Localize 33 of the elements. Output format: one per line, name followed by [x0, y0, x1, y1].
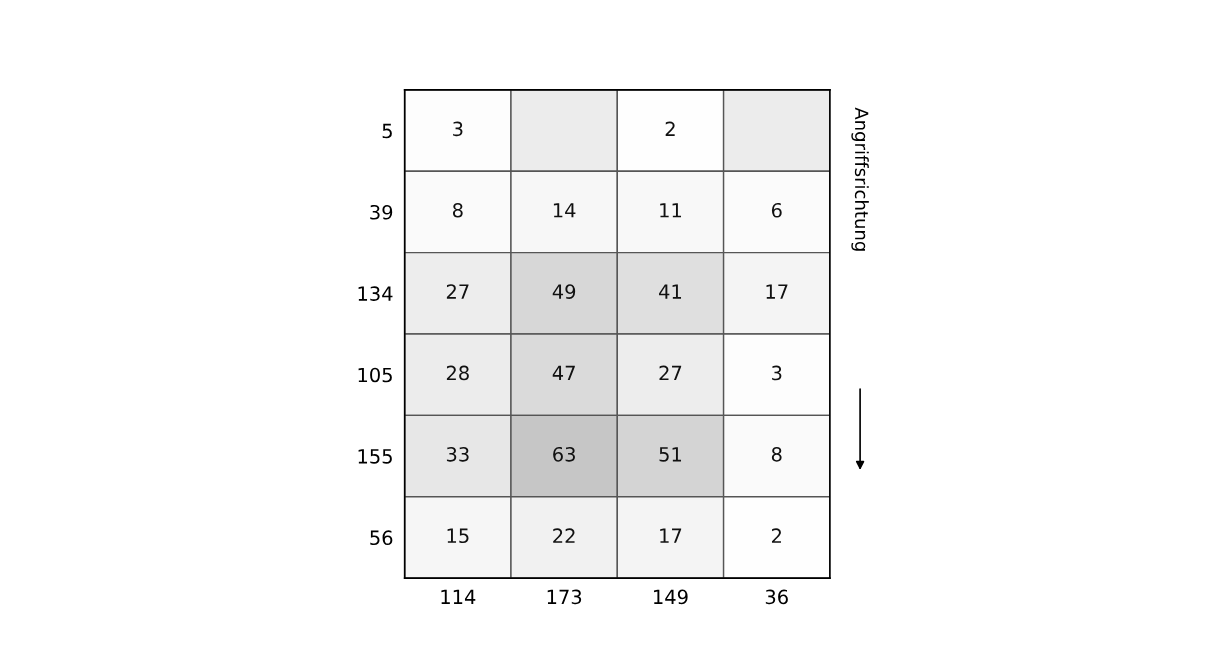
x-tick-label: 173 [547, 589, 582, 605]
data-label: 8 [771, 446, 782, 462]
data-label: 6 [771, 202, 782, 218]
data-label: 51 [659, 447, 682, 462]
data-label: 15 [447, 528, 469, 544]
data-label: 17 [766, 284, 788, 299]
data-label: 41 [659, 284, 682, 299]
data-label: 28 [446, 365, 469, 381]
data-label: 3 [453, 121, 463, 137]
data-label: 11 [660, 203, 682, 218]
data-label: 3 [772, 365, 782, 381]
x-tick-label: 114 [441, 589, 476, 604]
data-label: 63 [553, 446, 575, 462]
data-label: 27 [659, 365, 682, 381]
y-tick-label: 39 [370, 204, 393, 220]
y-tick-label: 56 [370, 530, 393, 546]
data-label: 22 [553, 528, 575, 543]
data-label: 2 [771, 528, 781, 543]
data-label: 27 [446, 284, 469, 299]
data-label: 49 [552, 284, 576, 299]
data-label: 2 [665, 121, 675, 136]
x-tick-label: 36 [765, 589, 788, 605]
data-label: 8 [452, 202, 463, 218]
data-label: 33 [446, 446, 469, 462]
data-label: 14 [553, 203, 576, 218]
text: Angriffsrichtung [851, 107, 869, 251]
x-tick-label: 149 [654, 589, 688, 605]
y-tick-label: 5 [382, 123, 392, 139]
data-label: 47 [552, 365, 575, 381]
data-label: 17 [660, 528, 682, 543]
y-tick-label: 155 [358, 449, 392, 464]
y-tick-label: 134 [358, 286, 393, 301]
y-tick-label: 105 [358, 367, 392, 383]
